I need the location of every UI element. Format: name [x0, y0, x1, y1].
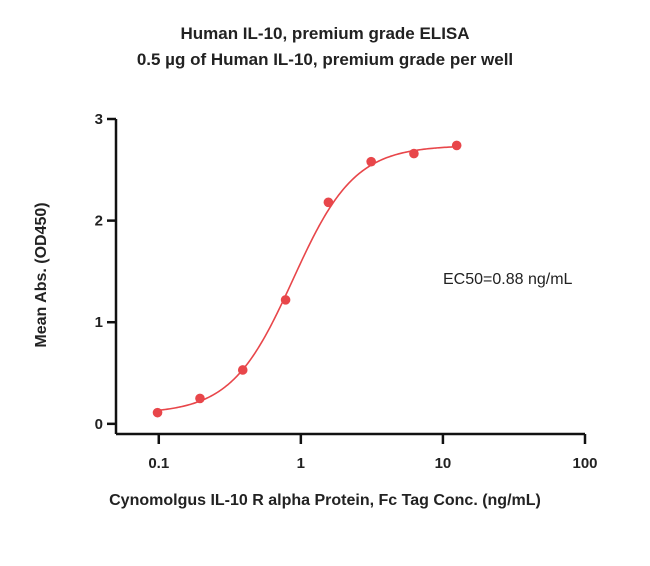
- ec50-annotation: EC50=0.88 ng/mL: [443, 271, 573, 288]
- data-point: [323, 197, 334, 208]
- chart-title: Human IL-10, premium grade ELISA: [180, 24, 470, 43]
- data-point: [152, 407, 163, 418]
- x-tick-label: 100: [572, 455, 597, 472]
- x-tick-label: 0.1: [148, 455, 169, 472]
- data-point: [237, 365, 248, 375]
- y-tick-label: 3: [95, 111, 103, 128]
- y-tick-label: 1: [95, 314, 103, 331]
- x-tick-label: 1: [297, 455, 305, 472]
- data-point: [409, 148, 419, 159]
- data-point: [451, 140, 462, 151]
- data-point: [280, 295, 291, 305]
- x-axis-label: Cynomolgus IL-10 R alpha Protein, Fc Tag…: [109, 492, 541, 509]
- data-point: [195, 393, 205, 404]
- x-tick-label: 10: [435, 455, 452, 472]
- y-tick-label: 0: [95, 416, 103, 433]
- data-point: [366, 156, 376, 167]
- fit-curve: [157, 145, 457, 412]
- y-tick-label: 2: [95, 213, 103, 230]
- chart-subtitle: 0.5 µg of Human IL-10, premium grade per…: [136, 50, 514, 69]
